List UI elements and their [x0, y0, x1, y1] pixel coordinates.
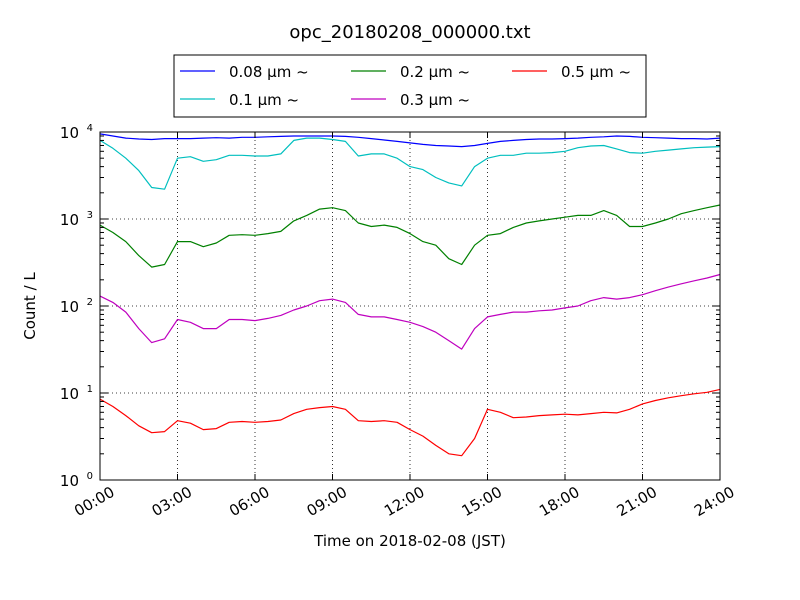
legend-box: [173, 54, 647, 118]
y-tick-base: 10: [60, 385, 79, 403]
y-tick-label: 10 4: [60, 123, 93, 142]
series-line-1: [99, 137, 721, 190]
legend-label-0: 0.08 μm ~: [229, 63, 309, 81]
series-line-4: [99, 388, 721, 457]
y-tick-exponent: 0: [87, 471, 93, 482]
y-tick-exponent: 2: [87, 297, 93, 308]
legend-label-4: 0.5 μm ~: [561, 63, 631, 81]
legend-label-2: 0.2 μm ~: [400, 63, 470, 81]
chart-title: opc_20180208_000000.txt: [289, 22, 530, 43]
grid: [100, 132, 720, 480]
series-line-0: [99, 133, 721, 148]
y-tick-label: 10 2: [60, 297, 93, 316]
legend-label-3: 0.3 μm ~: [400, 91, 470, 109]
y-axis-ticks: 10 0 10 1 10 2 10 3 10 4: [60, 123, 720, 490]
x-axis-label: Time on 2018-02-08 (JST): [313, 532, 506, 550]
y-tick-label: 10 1: [60, 384, 93, 403]
y-tick-base: 10: [60, 211, 79, 229]
legend: 0.08 μm ~ 0.1 μm ~ 0.2 μm ~ 0.3 μm ~ 0.5 μm …: [173, 54, 647, 118]
y-tick-exponent: 1: [87, 384, 93, 395]
y-tick-base: 10: [60, 298, 79, 316]
y-tick-label: 10 0: [60, 471, 93, 490]
y-tick-label: 10 3: [60, 210, 93, 229]
y-tick-exponent: 3: [87, 210, 93, 221]
series-line-2: [99, 204, 721, 268]
series-line-3: [99, 273, 721, 350]
y-tick-base: 10: [60, 472, 79, 490]
y-tick-exponent: 4: [87, 123, 93, 134]
series-group: [99, 133, 721, 457]
y-tick-base: 10: [60, 124, 79, 142]
y-axis-label: Count / L: [21, 272, 39, 340]
legend-label-1: 0.1 μm ~: [229, 91, 299, 109]
